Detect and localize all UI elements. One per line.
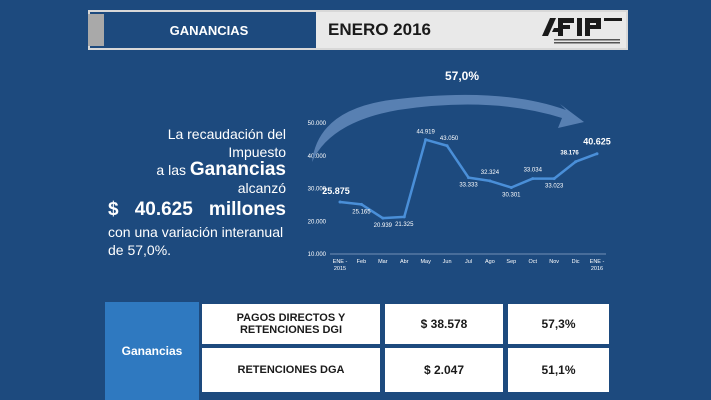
- variation-label: 57,0%: [445, 69, 479, 83]
- x-tick-label: ENE -2016: [590, 259, 605, 272]
- y-tick-label: 20.000: [308, 219, 327, 225]
- data-point: [574, 160, 578, 164]
- data-label: 33.333: [459, 183, 478, 189]
- data-label: 33.034: [524, 168, 543, 174]
- table-row-1-amount: $ 38.578: [385, 304, 503, 344]
- data-label: 40.625: [583, 137, 611, 147]
- amount-line: $ 40.625 millones: [108, 197, 286, 223]
- amount-unit: millones: [208, 199, 286, 220]
- data-label: 33.023: [545, 184, 564, 190]
- table-row-label: Ganancias: [105, 302, 199, 400]
- month-title: ENERO 2016: [328, 20, 431, 39]
- summary-line-1: La recaudación del Impuesto: [167, 126, 286, 160]
- x-tick-label: Oct: [528, 259, 537, 265]
- y-tick-label: 10.000: [308, 252, 327, 258]
- data-point: [359, 202, 363, 206]
- tax-name: Ganancias: [189, 159, 286, 180]
- x-tick-label: Sep: [506, 259, 516, 265]
- x-tick-label: Dic: [572, 259, 580, 265]
- data-point: [402, 215, 406, 219]
- data-label: 30.301: [502, 193, 521, 199]
- summary-line-5: de 57,0%.: [108, 242, 172, 258]
- summary-text: La recaudación del Impuesto a las Gananc…: [108, 125, 286, 259]
- table-row-1-variation: 57,3%: [508, 304, 609, 344]
- data-label: 32.324: [481, 170, 500, 176]
- data-point: [488, 179, 492, 183]
- data-label: 38.176: [560, 151, 579, 157]
- summary-line-2-post: alcanzó: [237, 180, 286, 196]
- data-point: [595, 152, 599, 156]
- x-tick-label: Feb: [357, 259, 366, 265]
- data-label: 25.875: [322, 186, 350, 196]
- data-point: [381, 216, 385, 220]
- x-tick-label: May: [420, 259, 431, 265]
- x-tick-label: Ago: [485, 259, 495, 265]
- summary-line-2-pre: a las: [156, 162, 186, 178]
- table-row-1-concept: PAGOS DIRECTOS Y RETENCIONES DGI: [202, 304, 380, 344]
- y-tick-label: 30.000: [308, 187, 327, 193]
- x-tick-label: Jul: [465, 259, 472, 265]
- data-label: 43.050: [440, 136, 459, 142]
- summary-line-4: con una variación interanual: [108, 224, 284, 240]
- data-point: [467, 176, 470, 180]
- table-row-2-variation: 51,1%: [508, 348, 609, 392]
- data-label: 21.325: [395, 222, 414, 228]
- data-label: 20.939: [374, 223, 393, 229]
- data-point: [509, 186, 513, 190]
- x-tick-label: Abr: [400, 259, 409, 265]
- amount-currency: $: [108, 199, 119, 220]
- x-tick-label: ENE -2015: [333, 259, 348, 272]
- x-tick-label: Nov: [549, 259, 559, 265]
- table-row-2-concept: RETENCIONES DGA: [202, 348, 380, 392]
- section-title: GANANCIAS: [104, 13, 314, 47]
- amount-value: 40.625: [134, 199, 193, 220]
- y-tick-label: 50.000: [308, 121, 327, 127]
- x-tick-label: Mar: [378, 259, 388, 265]
- data-label: 25.165: [352, 209, 371, 215]
- breakdown-table: Ganancias PAGOS DIRECTOS Y RETENCIONES D…: [105, 302, 610, 400]
- data-point: [338, 200, 342, 204]
- data-point: [445, 144, 449, 148]
- x-tick-label: Jun: [443, 259, 452, 265]
- data-point: [424, 138, 428, 142]
- data-label: 44.919: [416, 130, 435, 136]
- variation-arrow: [312, 94, 584, 162]
- afip-logo-icon: [542, 18, 622, 44]
- table-row-2-amount: $ 2.047: [385, 348, 503, 392]
- data-point: [552, 177, 556, 181]
- data-point: [531, 177, 535, 181]
- y-tick-label: 40.000: [308, 154, 327, 160]
